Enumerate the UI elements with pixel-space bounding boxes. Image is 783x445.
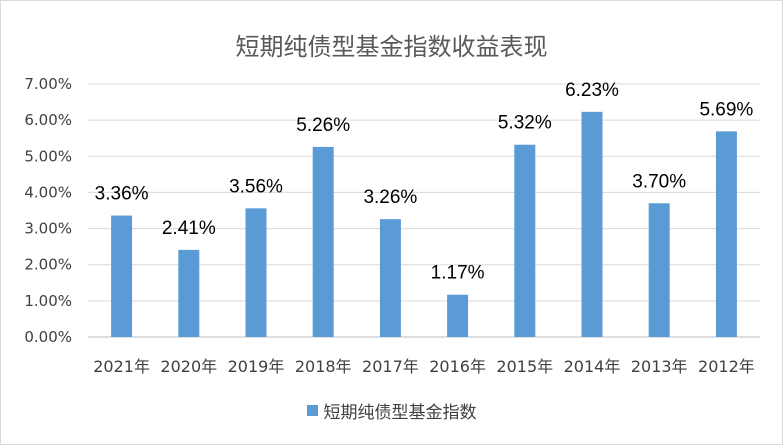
y-tick-label: 1.00% — [24, 292, 72, 310]
bar — [581, 111, 603, 337]
bar — [447, 294, 469, 337]
data-label: 3.70% — [632, 171, 686, 192]
data-label: 3.56% — [229, 176, 283, 197]
x-tick-label: 2014年 — [564, 357, 621, 376]
bar — [514, 144, 536, 337]
x-tick-label: 2018年 — [295, 357, 352, 376]
data-label: 6.23% — [565, 80, 619, 101]
bar — [312, 146, 334, 337]
bar — [379, 219, 401, 337]
y-tick-label: 7.00% — [24, 75, 72, 93]
data-label: 5.69% — [699, 99, 753, 120]
data-label: 5.32% — [498, 113, 552, 134]
x-tick-label: 2021年 — [93, 357, 150, 376]
x-tick-label: 2019年 — [228, 357, 285, 376]
y-tick-label: 0.00% — [24, 328, 72, 346]
chart-title: 短期纯债型基金指数收益表现 — [235, 33, 548, 61]
legend: 短期纯债型基金指数 — [0, 398, 783, 423]
x-tick-label: 2020年 — [160, 357, 217, 376]
x-tick-label: 2012年 — [698, 357, 755, 376]
y-tick-label: 4.00% — [24, 183, 72, 201]
y-tick-label: 2.00% — [24, 256, 72, 274]
x-tick-label: 2016年 — [429, 357, 486, 376]
y-tick-label: 3.00% — [24, 220, 72, 238]
x-tick-label: 2013年 — [631, 357, 688, 376]
bar — [178, 249, 200, 337]
x-tick-label: 2015年 — [496, 357, 553, 376]
bar — [648, 203, 670, 337]
x-tick-label: 2017年 — [362, 357, 419, 376]
data-label: 2.41% — [162, 218, 216, 239]
y-tick-label: 5.00% — [24, 147, 72, 165]
data-label: 5.26% — [296, 115, 350, 136]
bar — [111, 215, 133, 337]
data-label: 3.36% — [95, 184, 149, 205]
data-label: 3.26% — [363, 187, 417, 208]
bar — [245, 208, 267, 337]
bar — [715, 131, 737, 337]
legend-swatch — [306, 405, 318, 416]
legend-label: 短期纯债型基金指数 — [323, 403, 477, 423]
y-tick-label: 6.00% — [24, 111, 72, 129]
data-label: 1.17% — [431, 263, 485, 284]
